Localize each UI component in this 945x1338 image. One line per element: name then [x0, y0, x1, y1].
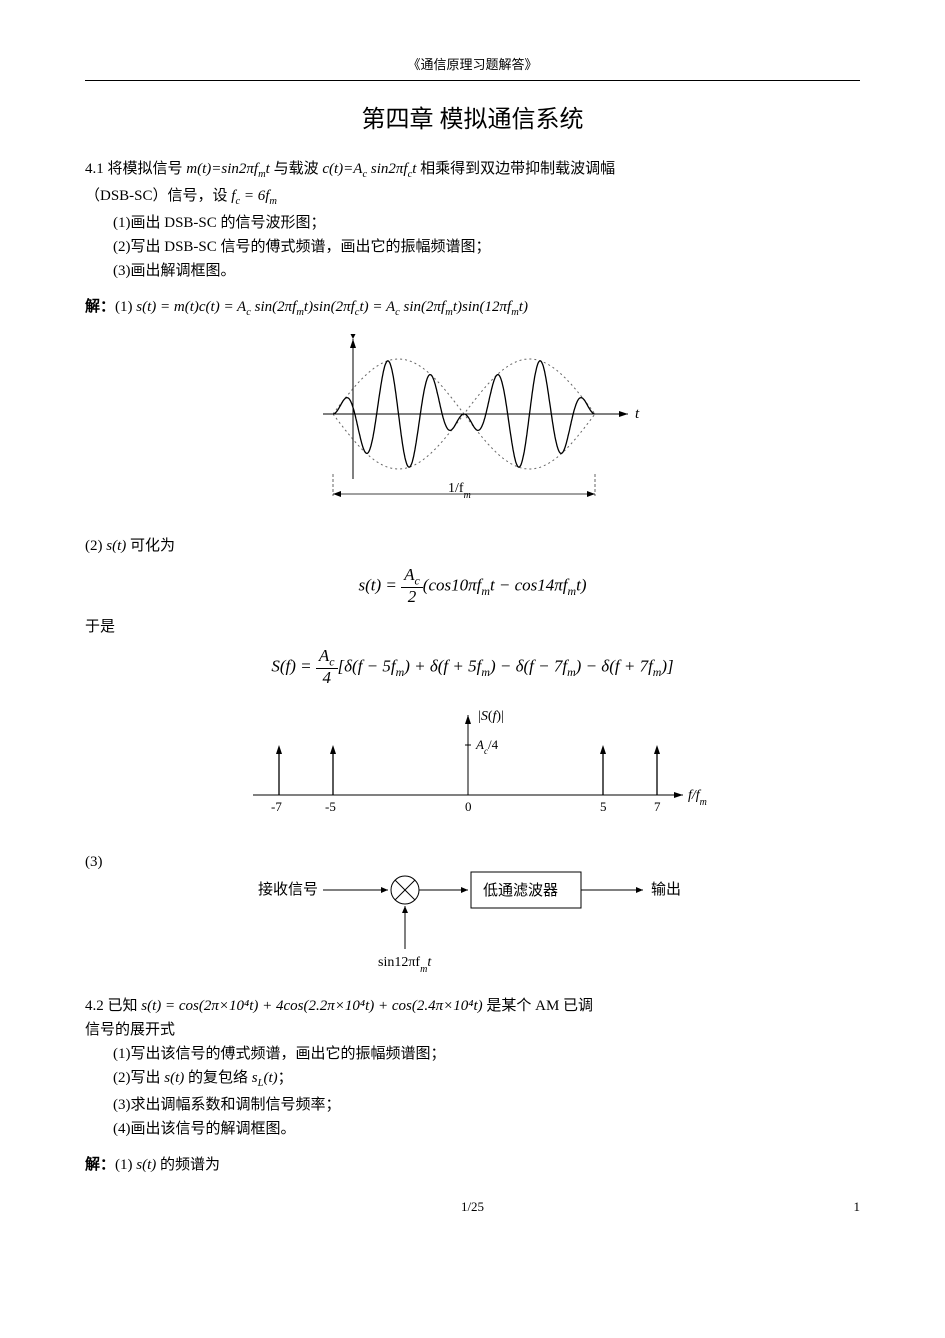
footer-center: 1/25 — [461, 1199, 484, 1214]
p41-q3: (3)画出解调框图。 — [113, 259, 860, 283]
p41-line2a: （DSB-SC）信号，设 — [85, 188, 231, 204]
page-footer: 1/25 1 — [85, 1197, 860, 1218]
p41-fc: fc = 6fm — [231, 188, 277, 204]
svg-text:输出: 输出 — [651, 881, 681, 898]
svg-text:1/fm: 1/fm — [448, 481, 471, 501]
p42-q3: (3)求出调幅系数和调制信号频率； — [113, 1093, 860, 1117]
svg-text:Ac/4: Ac/4 — [475, 737, 499, 756]
svg-text:-5: -5 — [325, 799, 336, 814]
problem-4-1: 4.1 将模拟信号 m(t)=sin2πfmt 与载波 c(t)=Ac sin2… — [85, 157, 860, 283]
waveform-t-label: t — [635, 406, 640, 422]
block-diagram-figure: 接收信号 sin12πfmt 低通滤波器 输出 — [85, 854, 860, 982]
p42-st: s(t) = cos(2π×10⁴t) + 4cos(2.2π×10⁴t) + … — [141, 998, 482, 1014]
sol-label: 解： — [85, 299, 115, 315]
footer-right: 1 — [854, 1197, 861, 1218]
p41-q1: (1)画出 DSB-SC 的信号波形图； — [113, 211, 860, 235]
p41-intro-b: 与载波 — [270, 161, 323, 177]
p42-line2: 信号的展开式 — [85, 1022, 175, 1038]
spectrum-svg: |S(f)| f/fm Ac/4 -7 -5 0 5 7 — [233, 700, 713, 830]
p41-intro-c: 相乘得到双边带抑制载波调幅 — [416, 161, 615, 177]
svg-text:5: 5 — [600, 799, 607, 814]
chapter-title: 第四章 模拟通信系统 — [85, 101, 860, 139]
header-rule — [85, 80, 860, 81]
svg-text:7: 7 — [654, 799, 661, 814]
solution-4-2: 解：(1) s(t) 的频谱为 — [85, 1153, 860, 1177]
p41-mt: m(t)=sin2πfmt — [186, 161, 270, 177]
part2-lead: (2) s(t) 可化为 — [85, 534, 860, 558]
svg-text:低通滤波器: 低通滤波器 — [483, 882, 558, 899]
part2-eq1: s(t) = Ac2(cos10πfmt − cos14πfmt) — [85, 566, 860, 607]
spectrum-figure: |S(f)| f/fm Ac/4 -7 -5 0 5 7 — [85, 700, 860, 838]
svg-text:接收信号: 接收信号 — [258, 881, 318, 898]
sol42-label: 解： — [85, 1157, 115, 1173]
p41-ct: c(t)=Ac sin2πfct — [322, 161, 416, 177]
page-header: 《通信原理习题解答》 — [85, 55, 860, 76]
svg-text:|S(f)|: |S(f)| — [478, 709, 504, 724]
waveform-svg: t 1/fm — [293, 334, 653, 514]
p41-intro-a: 4.1 将模拟信号 — [85, 161, 186, 177]
sol1-lead: (1) — [115, 299, 136, 315]
sol1-eq: s(t) = m(t)c(t) = Ac sin(2πfmt)sin(2πfct… — [136, 299, 528, 315]
p41-q2: (2)写出 DSB-SC 信号的傅式频谱，画出它的振幅频谱图； — [113, 235, 860, 259]
part3-label: (3) — [85, 854, 103, 870]
p42-lead: 4.2 已知 — [85, 998, 141, 1014]
block-diagram-svg: 接收信号 sin12πfmt 低通滤波器 输出 — [233, 854, 713, 974]
svg-text:sin12πfmt: sin12πfmt — [378, 955, 432, 974]
p42-tail: 是某个 AM 已调 — [483, 998, 593, 1014]
svg-text:-7: -7 — [271, 799, 282, 814]
svg-text:0: 0 — [465, 799, 472, 814]
dsb-sc-waveform-figure: t 1/fm — [85, 334, 860, 522]
svg-text:f/fm: f/fm — [688, 788, 707, 808]
p42-q4: (4)画出该信号的解调框图。 — [113, 1117, 860, 1141]
part2-eq2: S(f) = Ac4[δ(f − 5fm) + δ(f + 5fm) − δ(f… — [85, 647, 860, 688]
problem-4-2: 4.2 已知 s(t) = cos(2π×10⁴t) + 4cos(2.2π×1… — [85, 994, 860, 1141]
solution-4-1: 解：(1) s(t) = m(t)c(t) = Ac sin(2πfmt)sin… — [85, 295, 860, 322]
yushi: 于是 — [85, 615, 860, 639]
header-title: 《通信原理习题解答》 — [407, 57, 537, 72]
p42-q1: (1)写出该信号的傅式频谱，画出它的振幅频谱图； — [113, 1042, 860, 1066]
p42-q2: (2)写出 s(t) 的复包络 sL(t)； — [113, 1066, 860, 1093]
